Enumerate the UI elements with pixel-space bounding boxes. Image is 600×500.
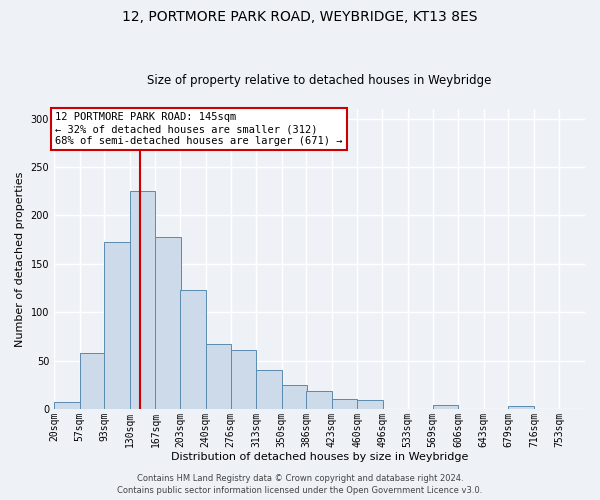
- Bar: [433, 405, 458, 409]
- Text: Contains HM Land Registry data © Crown copyright and database right 2024.
Contai: Contains HM Land Registry data © Crown c…: [118, 474, 482, 495]
- Bar: [230, 350, 256, 409]
- Y-axis label: Number of detached properties: Number of detached properties: [15, 172, 25, 346]
- Bar: [130, 191, 155, 409]
- Bar: [104, 242, 130, 409]
- Bar: [180, 290, 206, 409]
- Bar: [256, 370, 281, 409]
- Bar: [155, 236, 181, 409]
- X-axis label: Distribution of detached houses by size in Weybridge: Distribution of detached houses by size …: [171, 452, 468, 462]
- Bar: [206, 344, 231, 409]
- Bar: [80, 353, 105, 409]
- Text: 12 PORTMORE PARK ROAD: 145sqm
← 32% of detached houses are smaller (312)
68% of : 12 PORTMORE PARK ROAD: 145sqm ← 32% of d…: [55, 112, 343, 146]
- Bar: [508, 406, 534, 409]
- Bar: [358, 400, 383, 409]
- Bar: [54, 402, 80, 409]
- Bar: [281, 384, 307, 409]
- Bar: [307, 390, 332, 409]
- Bar: [332, 399, 358, 409]
- Title: Size of property relative to detached houses in Weybridge: Size of property relative to detached ho…: [148, 74, 492, 87]
- Text: 12, PORTMORE PARK ROAD, WEYBRIDGE, KT13 8ES: 12, PORTMORE PARK ROAD, WEYBRIDGE, KT13 …: [122, 10, 478, 24]
